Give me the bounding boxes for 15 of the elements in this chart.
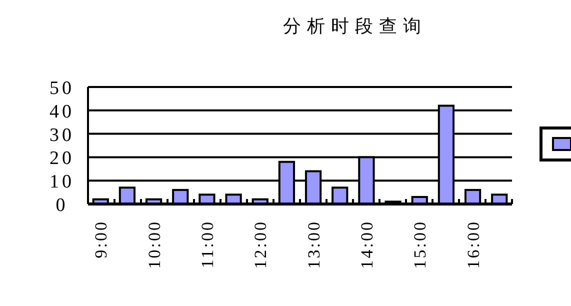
y-tick-label: 0 bbox=[56, 195, 68, 216]
x-tick-label: 12:00 bbox=[251, 220, 270, 269]
y-tick-label: 20 bbox=[50, 148, 74, 170]
x-tick-label: 15:00 bbox=[410, 220, 430, 269]
x-tick-label: 16:00 bbox=[464, 220, 483, 269]
y-tick-label: 30 bbox=[50, 124, 74, 146]
y-tick-label: 40 bbox=[50, 101, 74, 122]
x-tick-label: 14:00 bbox=[357, 220, 376, 269]
chart-title: 分析时段查询 bbox=[283, 16, 427, 36]
x-tick-label: 13:00 bbox=[304, 220, 324, 269]
x-tick-label: 9:00 bbox=[92, 220, 111, 258]
x-tick-label: 11:00 bbox=[198, 220, 217, 268]
y-tick-label: 50 bbox=[50, 78, 74, 99]
y-tick-label: 10 bbox=[50, 172, 74, 193]
x-tick-label: 10:00 bbox=[144, 220, 164, 269]
